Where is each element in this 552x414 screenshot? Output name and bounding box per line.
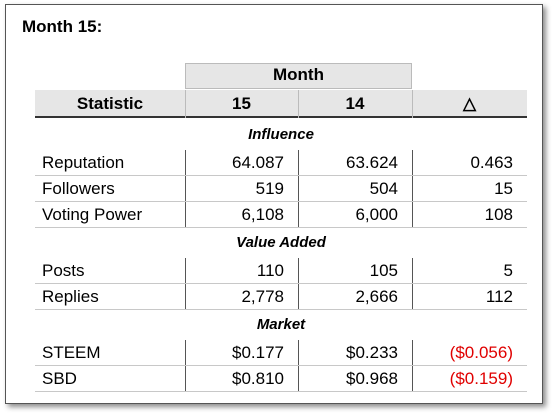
section-header: Value Added — [236, 234, 326, 251]
cell-divider — [298, 366, 299, 392]
row-line — [35, 283, 527, 284]
cell-divider — [412, 340, 413, 366]
cell-value: 15 — [494, 179, 513, 198]
row-label: Replies — [42, 287, 99, 306]
cell-divider — [412, 366, 413, 392]
row-label: Followers — [42, 179, 115, 198]
cell-value: 2,778 — [241, 287, 284, 306]
cell-divider — [298, 202, 299, 228]
cell-divider — [412, 150, 413, 176]
cell-divider — [298, 340, 299, 366]
cell-divider — [185, 150, 186, 176]
cell-value: 6,000 — [355, 205, 398, 224]
cell-value: 6,108 — [241, 205, 284, 224]
cell-value: 108 — [484, 205, 513, 224]
title: Month 15: — [22, 17, 103, 36]
cell-value: 64.087 — [232, 153, 284, 172]
cell-value: 2,666 — [355, 287, 398, 306]
cell-divider — [185, 176, 186, 202]
cell-divider — [185, 202, 186, 228]
cell-value: 112 — [485, 287, 513, 306]
row-label: Reputation — [42, 153, 125, 172]
cell-value: ($0.056) — [449, 343, 513, 362]
cell-value: $0.810 — [232, 369, 284, 388]
section-header: Influence — [248, 126, 314, 143]
row-line — [35, 365, 527, 366]
row-label: STEEM — [42, 343, 101, 362]
cell-divider — [298, 258, 299, 284]
header-row — [35, 90, 527, 118]
column-header: 14 — [345, 94, 365, 113]
row-label: Posts — [42, 261, 85, 280]
column-header: Statistic — [76, 94, 144, 113]
cell-divider — [185, 284, 186, 310]
cell-value: $0.968 — [346, 369, 398, 388]
cell-value: 105 — [369, 261, 398, 280]
cell-divider — [412, 202, 413, 228]
cell-divider — [298, 284, 299, 310]
cell-value: $0.233 — [346, 343, 398, 362]
row-line — [35, 201, 527, 202]
cell-divider — [298, 150, 299, 176]
cell-value: 0.463 — [470, 153, 513, 172]
cell-value: $0.177 — [232, 343, 284, 362]
cell-divider — [185, 258, 186, 284]
cell-value: 519 — [255, 179, 284, 198]
cell-divider — [185, 340, 186, 366]
section-header: Market — [256, 316, 306, 333]
cell-value: ($0.159) — [449, 369, 513, 388]
group-header-cell — [185, 63, 412, 89]
header-divider — [185, 90, 186, 118]
row-label: Voting Power — [42, 205, 143, 224]
header-divider — [412, 90, 413, 118]
row-label: SBD — [42, 369, 77, 388]
group-header: Month — [273, 65, 324, 84]
cell-value: 5 — [503, 261, 513, 280]
cell-divider — [412, 284, 413, 310]
cell-value: 110 — [256, 261, 284, 280]
cell-divider — [412, 176, 413, 202]
row-line — [35, 175, 527, 176]
cell-divider — [298, 176, 299, 202]
cell-divider — [412, 258, 413, 284]
cell-value: 504 — [369, 179, 398, 198]
header-divider — [298, 90, 299, 118]
row-line — [35, 309, 527, 310]
cell-divider — [185, 366, 186, 392]
cell-value: 63.624 — [346, 153, 398, 172]
column-header: △ — [462, 94, 477, 113]
row-line — [35, 391, 527, 392]
column-header: 15 — [232, 94, 251, 113]
row-line — [35, 227, 527, 228]
